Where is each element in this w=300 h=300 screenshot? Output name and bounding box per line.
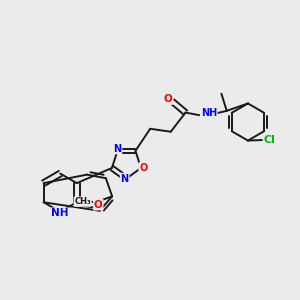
Text: O: O [164,94,172,104]
Text: O: O [139,163,148,173]
Text: NH: NH [201,108,217,118]
Text: CH₃: CH₃ [74,197,91,206]
Text: Cl: Cl [263,135,275,145]
Text: N: N [113,143,122,154]
Text: O: O [94,200,103,210]
Text: NH: NH [51,208,69,218]
Text: N: N [121,174,129,184]
